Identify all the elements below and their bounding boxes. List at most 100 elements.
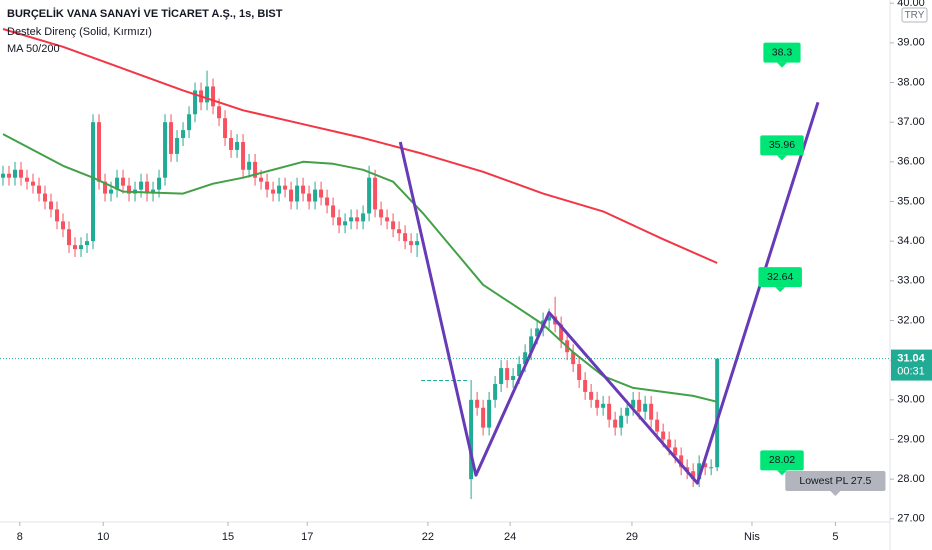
candle-body xyxy=(619,415,624,428)
candle-body xyxy=(487,399,492,428)
candle-body xyxy=(49,201,54,210)
candle-body xyxy=(181,130,186,139)
candle-body xyxy=(151,189,156,194)
candle-body xyxy=(547,316,552,321)
candle-body xyxy=(625,407,630,416)
annotation-tag xyxy=(785,470,886,491)
candle-body xyxy=(121,177,126,186)
currency-box xyxy=(901,7,928,23)
x-tick-label: 17 xyxy=(301,531,313,543)
candle-body xyxy=(373,177,378,210)
candle-body xyxy=(409,241,414,246)
candle-body xyxy=(85,241,90,246)
candle-body xyxy=(631,399,636,408)
pattern-line xyxy=(398,101,820,485)
candle-body xyxy=(673,447,678,456)
candle-body xyxy=(331,205,336,218)
candle-body xyxy=(433,379,438,381)
annotation-pointer xyxy=(776,62,787,68)
candle-body xyxy=(325,197,330,206)
candle-body xyxy=(91,122,96,242)
y-tick-label: 27.00 xyxy=(897,513,925,525)
annotation-tag xyxy=(760,135,804,156)
candle-body xyxy=(235,142,240,150)
candle-body xyxy=(175,138,180,154)
candle-body xyxy=(343,221,348,226)
candle-body xyxy=(283,185,288,190)
candle-body xyxy=(127,185,132,194)
candle-body xyxy=(421,379,426,381)
candle-body xyxy=(55,209,60,222)
candle-body xyxy=(31,181,36,186)
candle-body xyxy=(661,431,666,440)
candle-body xyxy=(157,177,162,190)
candle-body xyxy=(313,189,318,202)
x-tick-label: 22 xyxy=(422,531,434,543)
candle-body xyxy=(163,122,168,178)
candle-body xyxy=(73,245,78,250)
x-tick-label: 8 xyxy=(17,531,23,543)
legend-line: Destek Direnç (Solid, Kırmızı) xyxy=(7,26,152,38)
candle-body xyxy=(25,177,30,182)
currency: TRY xyxy=(905,10,925,21)
candle-body xyxy=(187,114,192,131)
moving-average xyxy=(2,133,718,403)
y-tick-label: 35.00 xyxy=(897,195,925,207)
x-tick-label: Nis xyxy=(744,531,760,543)
candle-body xyxy=(217,106,222,119)
candle-body xyxy=(139,181,144,190)
candle-body xyxy=(307,193,312,202)
candle-body xyxy=(397,229,402,234)
candle-body xyxy=(427,379,432,381)
y-tick-label: 36.00 xyxy=(897,156,925,168)
annotation-pointer xyxy=(775,287,786,293)
annotation-label: 28.02 xyxy=(769,454,795,466)
candle-body xyxy=(493,383,498,400)
moving-average xyxy=(2,28,718,264)
x-tick-label: 5 xyxy=(832,531,838,543)
y-tick-label: 39.00 xyxy=(897,37,925,49)
candle-body xyxy=(205,86,210,103)
candle-body xyxy=(337,217,342,226)
annotation-tag xyxy=(758,267,802,288)
y-tick-label: 33.00 xyxy=(897,275,925,287)
candle-body xyxy=(481,407,486,428)
candle-body xyxy=(145,181,150,194)
x-tick-label: 15 xyxy=(222,531,234,543)
annotation-label: 32.64 xyxy=(767,271,793,283)
candle-body xyxy=(115,177,120,190)
candle-body xyxy=(439,379,444,381)
y-tick-label: 38.00 xyxy=(897,76,925,88)
candle-body xyxy=(319,189,324,198)
candle-body xyxy=(7,173,12,178)
candle-body xyxy=(79,245,84,250)
candle-body xyxy=(295,185,300,202)
candle-body xyxy=(703,463,708,468)
candle-body xyxy=(583,379,588,392)
candle-body xyxy=(241,142,246,170)
candle-body xyxy=(613,419,618,428)
candle-body xyxy=(463,379,468,381)
candle-body xyxy=(265,181,270,190)
candle-body xyxy=(655,419,660,432)
candle-body xyxy=(415,241,420,246)
x-tick-label: 10 xyxy=(97,531,109,543)
legend-line: MA 50/200 xyxy=(7,43,60,55)
candle-body xyxy=(271,189,276,194)
countdown: 00:31 xyxy=(897,365,925,377)
y-tick-label: 40.00 xyxy=(897,0,925,9)
x-tick-label: 29 xyxy=(626,531,638,543)
y-tick-label: 30.00 xyxy=(897,394,925,406)
candle-body xyxy=(67,229,72,246)
candle-body xyxy=(43,193,48,202)
y-tick-label: 28.00 xyxy=(897,473,925,485)
candle-body xyxy=(709,467,714,469)
annotation-label: 38.3 xyxy=(772,46,793,58)
candle-body xyxy=(211,86,216,107)
price-tag xyxy=(891,349,932,381)
candle-body xyxy=(637,399,642,412)
candle-body xyxy=(679,455,684,468)
y-tick-label: 34.00 xyxy=(897,235,925,247)
candle-body xyxy=(667,439,672,448)
candle-body xyxy=(643,403,648,412)
